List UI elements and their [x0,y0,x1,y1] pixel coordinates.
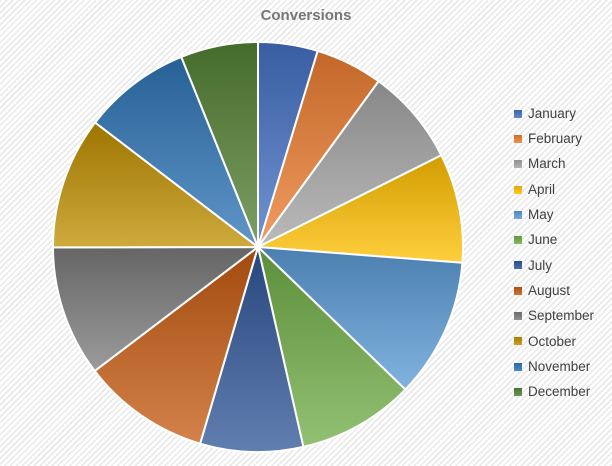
legend-item-september: September [514,303,594,328]
legend-item-may: May [514,202,594,227]
legend-swatch-april [514,185,522,194]
legend-swatch-july [514,261,522,270]
legend-label: February [528,131,583,147]
legend-label: June [528,232,558,248]
legend-label: August [528,282,571,298]
legend-swatch-december [514,387,522,396]
legend-swatch-september [514,312,522,321]
pie-slice-october [51,121,259,249]
legend-item-april: April [514,177,594,202]
chart-title: Conversions [260,7,352,24]
chart-legend: January February March April May June July Augu… [514,101,594,405]
legend-swatch-may [514,210,522,219]
legend-label: December [528,384,591,400]
pie-slice-november [94,55,259,248]
legend-item-august: August [514,278,594,303]
legend-label: May [528,207,554,223]
legend-label: November [528,358,591,374]
legend-swatch-august [514,286,522,295]
pie-slice-april [257,154,464,264]
legend-swatch-february [514,134,522,143]
pie-slice-december [180,41,259,248]
pie-slice-may [257,246,464,391]
legend-item-february: February [514,126,594,151]
pie-slice-july [199,246,305,453]
pie-slice-march [257,80,443,248]
legend-item-october: October [514,329,594,354]
legend-label: October [528,333,577,349]
legend-label: September [528,308,595,324]
legend-item-december: December [514,379,594,404]
legend-label: July [528,257,553,273]
legend-label: March [528,156,566,172]
legend-swatch-june [514,236,522,245]
pie-slice-june [257,246,407,448]
legend-item-january: January [514,101,594,126]
legend-swatch-march [514,160,522,169]
legend-item-june: June [514,227,594,252]
pie-slice-august [93,246,259,445]
legend-label: April [528,181,556,197]
legend-label: January [528,105,577,121]
legend-item-march: March [514,152,594,177]
legend-swatch-october [514,337,522,346]
legend-item-november: November [514,354,594,379]
pie-slice-september [52,246,259,372]
legend-item-july: July [514,253,594,278]
legend-swatch-november [514,362,522,371]
legend-swatch-january [514,109,522,118]
